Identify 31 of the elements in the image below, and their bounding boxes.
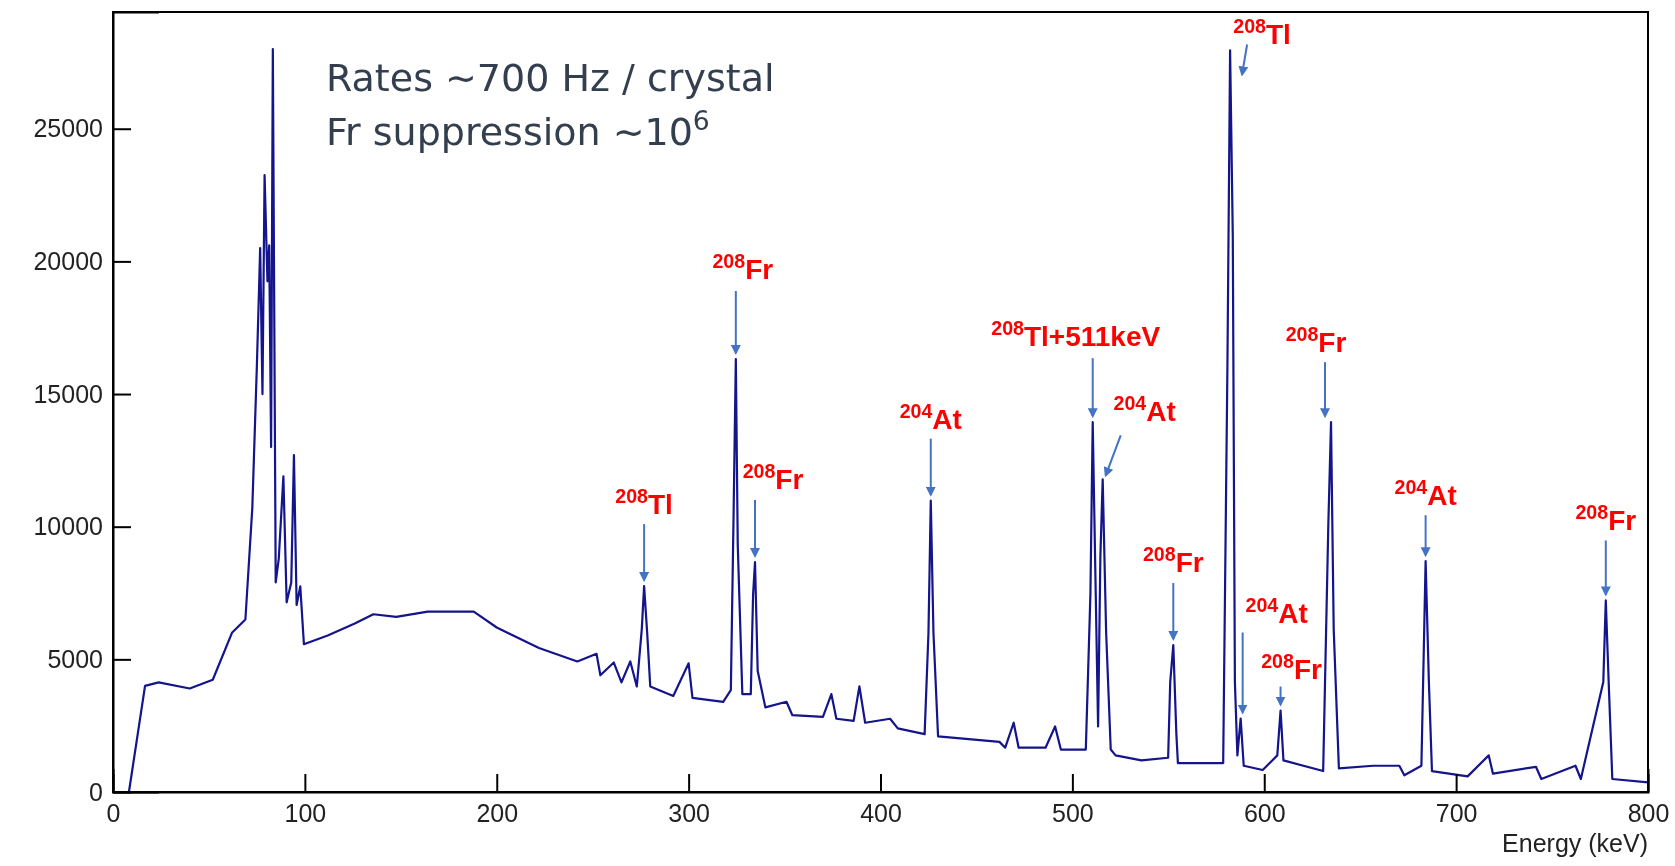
annotation: $^{208}$Fr xyxy=(1261,649,1323,685)
y-tick-label: 5000 xyxy=(47,644,103,673)
annotation: $^{204}$At xyxy=(1245,593,1308,629)
annotation: $^{208}$Fr xyxy=(1285,323,1347,359)
annotation: Fr suppression ∼10$^{6}$ xyxy=(326,104,710,154)
y-tick-label: 0 xyxy=(89,777,103,806)
y-tick-label: 20000 xyxy=(33,246,103,275)
annotation: Rates ∼700 Hz / crystal xyxy=(326,56,775,100)
y-tick-label: 25000 xyxy=(33,114,103,143)
x-tick-label: 200 xyxy=(476,798,519,827)
annotation: $^{208}$Fr xyxy=(1575,501,1637,537)
y-tick-label: 15000 xyxy=(33,379,103,408)
annotation: $^{208}$Tl xyxy=(1233,15,1291,51)
x-tick-label: 500 xyxy=(1052,798,1094,827)
x-tick-label: 100 xyxy=(284,798,327,827)
annotation: $^{208}$Fr xyxy=(1142,543,1204,579)
x-tick-label: 700 xyxy=(1435,798,1478,827)
x-tick-label: 300 xyxy=(668,798,710,827)
annotation: $^{208}$Tl+511keV xyxy=(991,317,1161,353)
x-tick-label: 600 xyxy=(1243,798,1286,827)
annotation: $^{204}$At xyxy=(1394,476,1457,512)
annotation: $^{204}$At xyxy=(1113,392,1176,428)
x-tick-label: 400 xyxy=(860,798,902,827)
annotation: $^{204}$At xyxy=(899,399,962,435)
y-tick-label: 10000 xyxy=(33,512,103,541)
x-axis-title: Energy (keV) xyxy=(1502,829,1648,857)
annotation: $^{208}$Fr xyxy=(712,250,774,286)
annotation: $^{208}$Tl xyxy=(615,485,673,521)
x-tick-label: 0 xyxy=(106,798,121,827)
x-tick-label: 800 xyxy=(1627,798,1670,827)
annotation: $^{208}$Fr xyxy=(742,459,804,495)
